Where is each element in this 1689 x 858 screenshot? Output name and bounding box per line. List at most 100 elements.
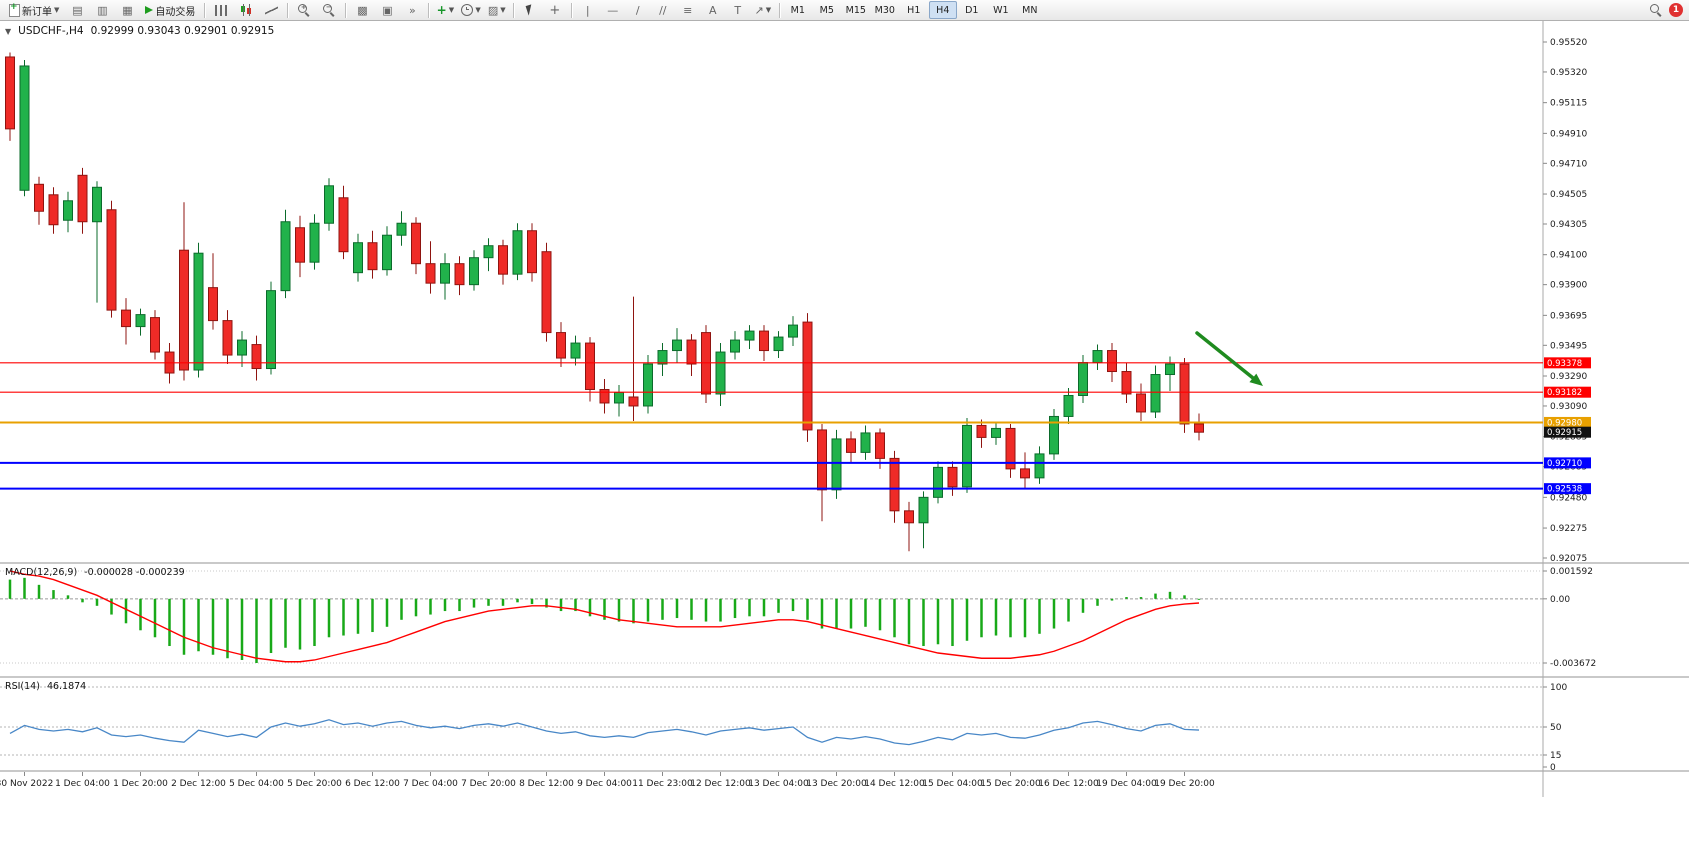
- candle: [208, 287, 218, 322]
- chevron-down-icon: ▼: [500, 5, 506, 14]
- bar-chart-button[interactable]: [209, 1, 233, 19]
- candle: [918, 496, 929, 524]
- macd-histogram-bar: [1183, 595, 1186, 599]
- text-label-button[interactable]: T: [726, 1, 750, 19]
- candle: [1121, 371, 1132, 395]
- time-axis-label: 19 Dec 04:00: [1096, 779, 1157, 789]
- candle: [237, 339, 247, 356]
- candle: [280, 221, 291, 292]
- cascade-windows-button[interactable]: ▣: [375, 1, 399, 19]
- macd-histogram-bar: [110, 598, 113, 615]
- price-tag: [1544, 457, 1591, 469]
- candle: [1005, 427, 1016, 470]
- candle: [831, 438, 842, 491]
- channel-button[interactable]: //: [651, 1, 675, 19]
- periods-button[interactable]: ▼: [458, 1, 483, 19]
- candle: [991, 427, 1001, 438]
- notification-badge[interactable]: 1: [1669, 3, 1683, 17]
- time-axis-label: 1 Dec 20:00: [113, 779, 168, 789]
- tile-windows-button[interactable]: ▩: [350, 1, 374, 19]
- vertical-line-button[interactable]: |: [576, 1, 600, 19]
- candlestick-chart-button[interactable]: [234, 1, 258, 19]
- timeframe-m5-button[interactable]: M5: [819, 4, 834, 16]
- new-order-button[interactable]: 新订单 ▼: [4, 1, 64, 19]
- zoom-out-button[interactable]: −: [317, 1, 341, 19]
- timeframe-h4-button[interactable]: H4: [928, 1, 957, 19]
- macd-histogram-bar: [313, 598, 316, 647]
- price-axis-label: 0.93090: [1550, 402, 1587, 412]
- macd-histogram-bar: [1023, 598, 1027, 638]
- zoom-in-icon: +: [297, 3, 311, 17]
- toolbar-separator: [512, 2, 514, 18]
- time-axis-label: 9 Dec 04:00: [577, 779, 632, 789]
- shapes-button[interactable]: ↗ ▼: [751, 1, 775, 19]
- market-watch-button[interactable]: ▦: [115, 1, 139, 19]
- cursor-button[interactable]: [518, 1, 542, 19]
- macd-histogram-bar: [1096, 598, 1099, 606]
- macd-histogram-bar: [1009, 598, 1012, 638]
- auto-trading-label: 自动交易: [155, 6, 196, 18]
- candle: [846, 438, 856, 453]
- clock-icon: [461, 4, 474, 16]
- line-chart-icon: [264, 4, 278, 16]
- new-order-icon: [9, 2, 20, 17]
- timeframe-mn-button[interactable]: MN: [1022, 4, 1038, 16]
- timeframe-m30-button[interactable]: M30: [874, 4, 895, 16]
- candle: [1049, 415, 1059, 455]
- price-tag: [1544, 416, 1591, 428]
- new-chart-button[interactable]: ▤: [65, 1, 89, 19]
- text-button[interactable]: A: [701, 1, 725, 19]
- auto-trading-button[interactable]: 自动交易: [140, 1, 200, 19]
- indicators-button[interactable]: + ▼: [433, 1, 457, 19]
- timeframe-h1-button[interactable]: H1: [907, 4, 921, 16]
- macd-histogram-bar: [284, 598, 287, 648]
- candle: [353, 242, 363, 274]
- new-chart-icon: ▤: [72, 3, 83, 17]
- time-axis-label: 15 Dec 20:00: [980, 779, 1041, 789]
- play-icon: [145, 6, 154, 14]
- chart-shift-icon: »: [409, 3, 416, 17]
- candle: [1034, 453, 1045, 479]
- toolbar-separator: [778, 2, 780, 18]
- cascade-windows-icon: ▣: [382, 3, 393, 17]
- macd-histogram-bar: [1081, 598, 1085, 613]
- timeframe-m1-button[interactable]: M1: [790, 4, 805, 16]
- chart-header: ▼ USDCHF-,H4 0.92999 0.93043 0.92901 0.9…: [5, 25, 274, 37]
- macd-histogram-bar: [530, 598, 534, 605]
- candle: [585, 342, 595, 390]
- price-tag-label: 0.93378: [1547, 359, 1582, 369]
- trendline-button[interactable]: /: [626, 1, 650, 19]
- price-tag: [1544, 357, 1591, 369]
- time-axis-label: 11 Dec 23:00: [632, 779, 693, 789]
- timeframe-m15-button[interactable]: M15: [845, 4, 866, 16]
- price-axis-label: 0.95520: [1550, 38, 1587, 48]
- toolbar-separator: [287, 2, 289, 18]
- zoom-in-button[interactable]: +: [292, 1, 316, 19]
- macd-histogram-bar: [124, 598, 128, 624]
- candle: [121, 309, 131, 328]
- chart-shift-button[interactable]: »: [400, 1, 424, 19]
- fibonacci-button[interactable]: ≡: [676, 1, 700, 19]
- trend-arrow[interactable]: [1195, 331, 1263, 386]
- price-tag: [1544, 426, 1591, 438]
- horizontal-line-button[interactable]: —: [601, 1, 625, 19]
- templates-button[interactable]: ▨ ▼: [485, 1, 509, 19]
- candle: [19, 65, 30, 191]
- rsi-panel: [0, 686, 1543, 756]
- candlestick-series: [5, 52, 1204, 552]
- price-tag-label: 0.92538: [1547, 485, 1582, 495]
- collapse-arrow-icon[interactable]: ▼: [5, 26, 12, 36]
- macd-histogram-bar: [95, 598, 99, 606]
- candle: [1194, 423, 1204, 433]
- search-button[interactable]: [1644, 1, 1668, 19]
- time-axis-label: 7 Dec 20:00: [461, 779, 516, 789]
- timeframe-d1-button[interactable]: D1: [965, 4, 979, 16]
- timeframe-w1-button[interactable]: W1: [993, 4, 1009, 16]
- channel-icon: //: [659, 3, 667, 17]
- candle: [962, 424, 972, 488]
- crosshair-button[interactable]: +: [543, 1, 567, 19]
- profiles-button[interactable]: ▥: [90, 1, 114, 19]
- line-chart-button[interactable]: [259, 1, 283, 19]
- price-axis-label: 0.94100: [1550, 251, 1587, 261]
